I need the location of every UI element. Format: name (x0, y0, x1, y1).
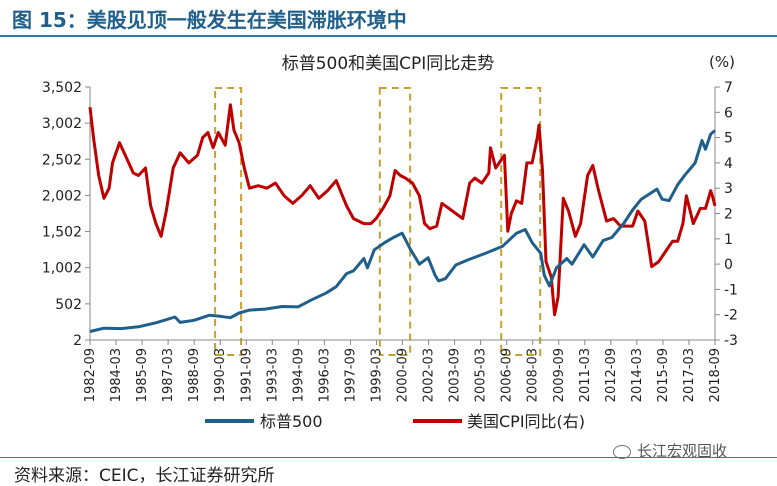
watermark-text: 长江宏观固收 (637, 442, 728, 460)
x-tick-label: 1994-09 (291, 348, 306, 402)
legend: 标普500 美国CPI同比(右) (205, 412, 585, 431)
chart: 标普500和美国CPI同比走势 (%) 3,502 3,002 2,502 2,002… (42, 53, 738, 431)
left-tick-label: 2,502 (42, 152, 82, 168)
x-tick-label: 1982-09 (83, 348, 98, 402)
x-tick-label: 2014-03 (630, 348, 645, 402)
sp500-line (89, 129, 716, 333)
x-tick-label: 1993-03 (265, 348, 280, 402)
watermark: 长江宏观固收 (613, 440, 727, 461)
x-tick-label: 1984-03 (109, 348, 124, 402)
series-layer (88, 103, 717, 333)
x-tick-label: 1996-03 (317, 348, 332, 402)
right-tick-label: 3 (724, 181, 733, 197)
right-tick-label: 4 (724, 156, 733, 172)
left-tick-label: 1,502 (42, 225, 82, 241)
x-tick-label: 1985-09 (135, 348, 150, 402)
x-tick-label: 1999-03 (369, 348, 384, 402)
left-tick-label: 3,002 (42, 116, 82, 132)
x-tick-label: 2005-03 (474, 348, 489, 402)
right-axis-unit: (%) (709, 53, 735, 71)
right-tick-label: 2 (724, 207, 733, 223)
title-rule (0, 35, 777, 37)
left-tick-label: 1,002 (42, 261, 82, 277)
left-tick-label: 2,002 (42, 188, 82, 204)
right-tick-label: 7 (724, 80, 733, 96)
x-tick-label: 2006-09 (500, 348, 515, 402)
figure-title: 图 15：美股见顶一般发生在美国滞胀环境中 (12, 8, 407, 32)
chart-title: 标普500和美国CPI同比走势 (282, 54, 495, 74)
x-tick-label: 2008-03 (526, 348, 541, 402)
x-tick-label: 1991-09 (239, 348, 254, 402)
source-note: 资料来源：CEIC，长江证券研究所 (14, 466, 275, 486)
right-tick-label: 5 (724, 131, 733, 147)
x-tick-label: 2003-09 (448, 348, 463, 402)
x-tick-label: 2009-09 (552, 348, 567, 402)
legend-label: 美国CPI同比(右) (467, 412, 585, 431)
x-tick-label: 2000-09 (396, 348, 411, 402)
axes: 3,502 3,002 2,502 2,002 1,502 1,002 502 2 7 6 5 4 3 2… (42, 80, 738, 402)
wechat-icon (613, 444, 631, 459)
highlight-box (378, 87, 412, 356)
right-tick-label: 0 (724, 257, 733, 273)
x-tick-label: 2015-09 (656, 348, 671, 402)
right-tick-label: 1 (724, 232, 733, 248)
highlight-box (214, 87, 243, 356)
x-tick-label: 2012-09 (604, 348, 619, 402)
right-tick-label: 6 (724, 105, 733, 121)
footer-rule (0, 457, 777, 458)
x-tick-label: 2017-03 (682, 348, 697, 402)
x-tick-label: 1990-03 (213, 348, 228, 402)
left-tick-label: 2 (73, 333, 82, 349)
x-tick-label: 1987-03 (161, 348, 176, 402)
x-tick-label: 1988-09 (187, 348, 202, 402)
highlight-boxes (214, 87, 542, 356)
left-tick-label: 3,502 (42, 80, 82, 96)
x-tick-label: 2018-09 (708, 348, 723, 402)
legend-label: 标普500 (260, 412, 323, 431)
right-tick-label: -1 (724, 282, 738, 298)
cpi-yoy-line (88, 103, 717, 317)
right-tick-label: -2 (724, 308, 738, 324)
highlight-box (500, 87, 542, 356)
right-tick-label: -3 (724, 333, 738, 349)
x-tick-label: 2011-03 (578, 348, 593, 402)
left-tick-label: 502 (55, 297, 82, 313)
x-tick-label: 1997-09 (343, 348, 358, 402)
x-tick-label: 2002-03 (422, 348, 437, 402)
